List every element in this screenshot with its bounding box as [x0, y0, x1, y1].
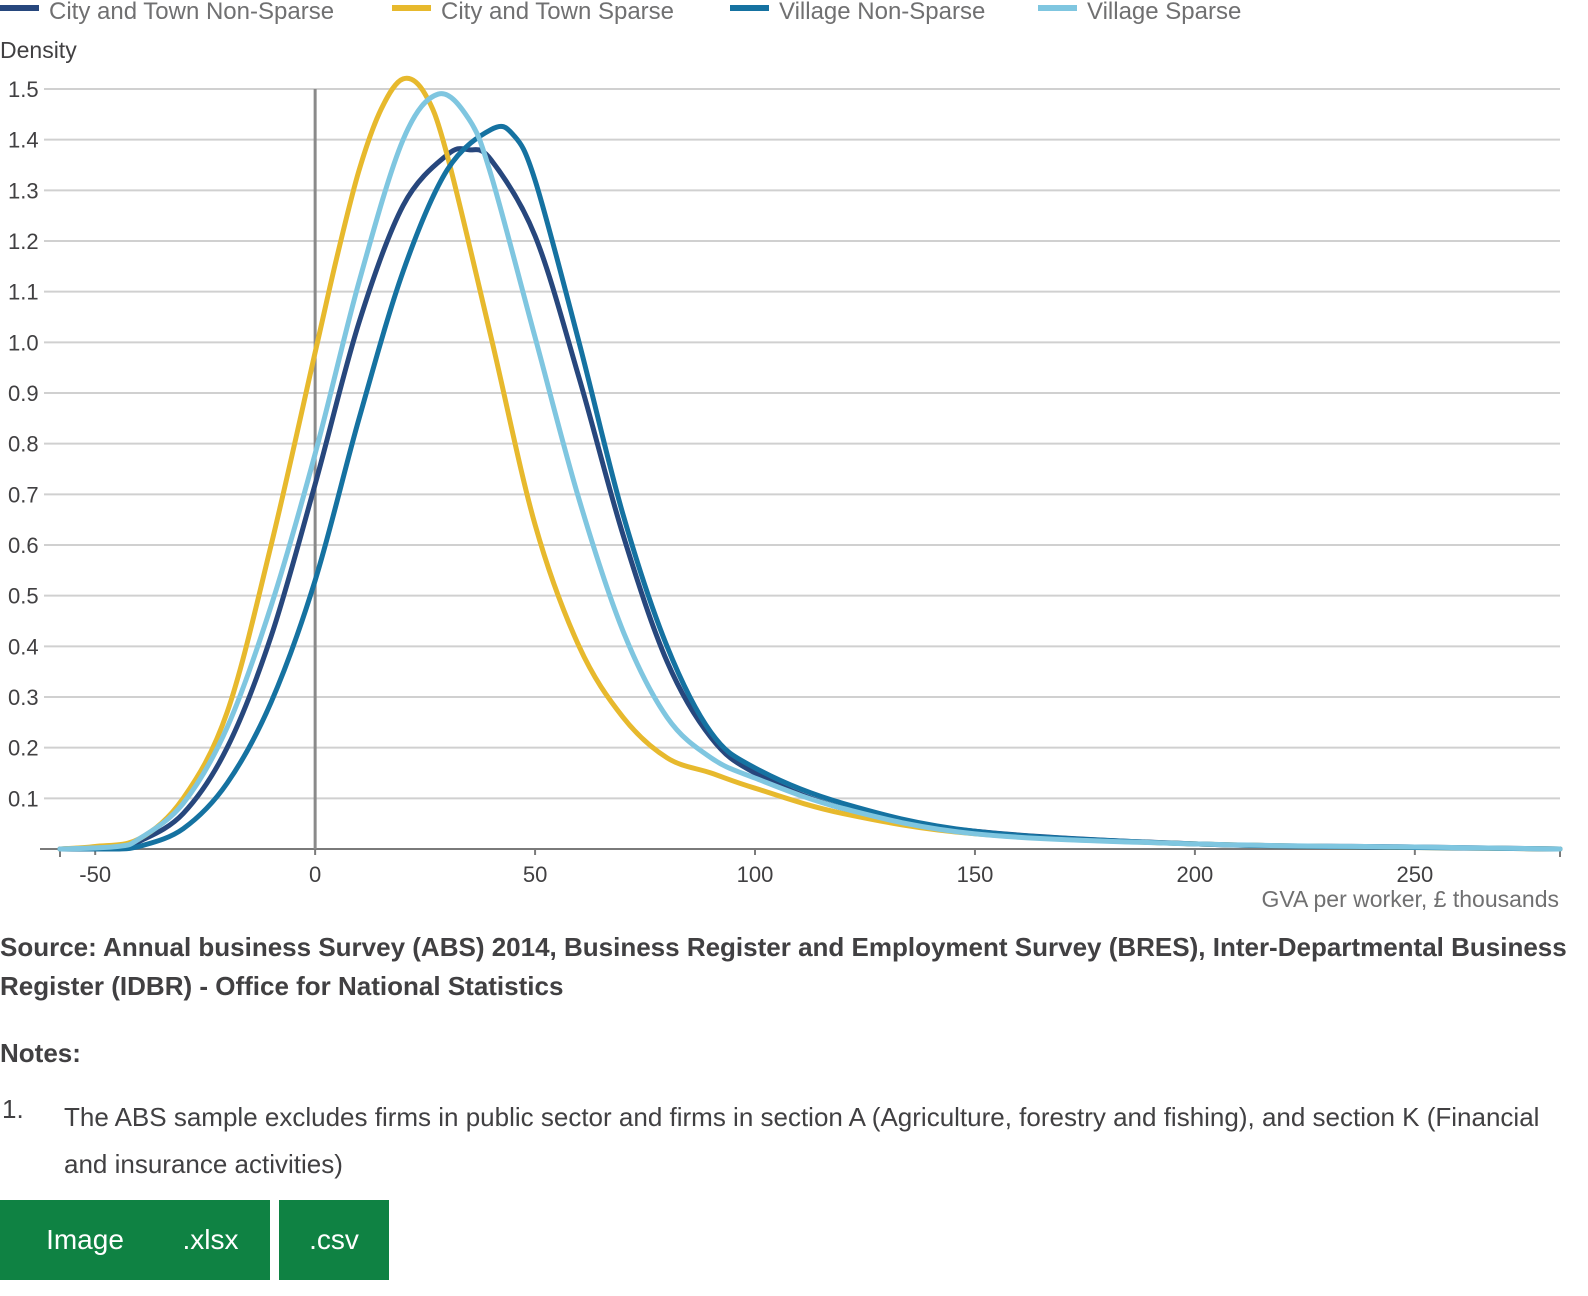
y-tick-label: 1.1	[8, 280, 39, 305]
y-tick-label: 0.2	[8, 736, 39, 761]
note-text: The ABS sample excludes firms in public …	[64, 1102, 1540, 1179]
legend-item-label: City and Town Non-Sparse	[49, 0, 334, 25]
x-axis-title: GVA per worker, £ thousands	[1262, 886, 1559, 912]
notes-title: Notes:	[0, 1038, 81, 1068]
series-line-village-sparse	[57, 91, 1563, 852]
y-axis-ticks: 0.1 0.2 0.3 0.4 0.5 0.6 0.7 0.8 0.9 1.0 1.1 1.2 1.3 1…	[8, 77, 39, 811]
y-tick-label: 1.4	[8, 128, 39, 153]
y-tick-label: 0.1	[8, 786, 39, 811]
x-tick-label: 100	[737, 862, 774, 887]
x-tick-label: 200	[1177, 862, 1214, 887]
series-line-city-and-town-non-sparse	[57, 146, 1563, 852]
y-tick-label: 0.7	[8, 482, 39, 507]
legend-item-label: City and Town Sparse	[441, 0, 674, 25]
series-line-city-and-town-sparse	[57, 75, 1563, 852]
y-tick-label: 1.3	[8, 178, 39, 203]
download-csv-button[interactable]: .csv	[279, 1200, 389, 1280]
y-tick-label: 1.2	[8, 229, 39, 254]
x-tick-label: 250	[1396, 862, 1433, 887]
y-tick-label: 0.5	[8, 584, 39, 609]
y-tick-label: 0.8	[8, 432, 39, 457]
y-tick-label: 1.5	[8, 77, 39, 102]
x-tick-label: 50	[523, 862, 547, 887]
y-tick-label: 0.4	[8, 634, 39, 659]
source-note: Source: Annual business Survey (ABS) 201…	[0, 932, 1567, 1001]
download-image-button[interactable]: Image	[0, 1200, 170, 1280]
legend-item-label: Village Sparse	[1087, 0, 1241, 25]
x-tick-label: 0	[309, 862, 321, 887]
series-lines	[57, 75, 1563, 852]
y-tick-label: 0.6	[8, 533, 39, 558]
y-tick-label: 0.3	[8, 685, 39, 710]
note-number: 1.	[2, 1094, 24, 1124]
density-chart: City and Town Non-Sparse City and Town Sp…	[0, 0, 1563, 912]
y-tick-label: 0.9	[8, 381, 39, 406]
x-tick-label: -50	[79, 862, 111, 887]
chart-legend: City and Town Non-Sparse City and Town Sp…	[0, 0, 1241, 25]
download-xlsx-button[interactable]: .xlsx	[151, 1200, 270, 1280]
x-axis: -50 0 50 100 150 200 250	[40, 848, 1562, 887]
gridlines	[44, 88, 1560, 800]
legend-item-label: Village Non-Sparse	[779, 0, 985, 25]
y-axis-title: Density	[0, 37, 77, 63]
x-tick-label: 150	[957, 862, 994, 887]
y-tick-label: 1.0	[8, 330, 39, 355]
